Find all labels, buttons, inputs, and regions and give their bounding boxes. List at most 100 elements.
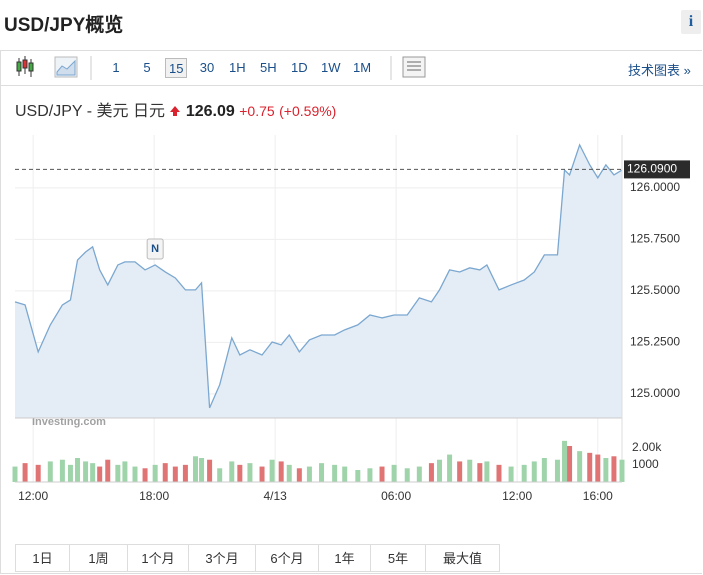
- period-button[interactable]: 3个月: [188, 544, 256, 572]
- interval-button[interactable]: 5: [143, 60, 151, 75]
- volume-bar: [436, 459, 442, 482]
- interval-button[interactable]: 1D: [291, 60, 308, 75]
- volume-bar: [259, 466, 265, 482]
- volume-bar: [182, 464, 188, 482]
- last-price: 126.09: [185, 103, 235, 120]
- x-tick-label: 12:00: [18, 489, 48, 503]
- candle-icon[interactable]: [16, 56, 34, 77]
- last-price-box: [624, 160, 690, 179]
- volume-bar: [603, 458, 609, 482]
- toolbar-icons: [16, 56, 426, 80]
- volume-tick-label: 1000: [632, 457, 659, 471]
- interval-button[interactable]: 1W: [321, 60, 341, 75]
- x-tick-label: 4/13: [263, 489, 287, 503]
- change-percent: (+0.59%): [279, 103, 337, 119]
- y-tick-label: 125.5000: [630, 283, 680, 297]
- volume-bar: [90, 463, 96, 482]
- period-button[interactable]: 1年: [318, 544, 371, 572]
- toolbar: [0, 50, 703, 86]
- volume-bar: [207, 459, 213, 482]
- volume-bar: [477, 463, 483, 482]
- period-button[interactable]: 1日: [15, 544, 70, 572]
- quote: USD/JPY - 美元 日元 126.09 +0.75 (+0.59%): [15, 97, 336, 121]
- volume-bar: [115, 464, 121, 482]
- volume-bar: [467, 459, 473, 482]
- up-arrow: [170, 106, 181, 116]
- price-line: [14, 143, 623, 409]
- chart-widget: [0, 50, 702, 574]
- volume-bar: [278, 461, 284, 482]
- tech-chart-link[interactable]: 技术图表 »: [628, 63, 691, 78]
- volume-bar: [508, 466, 514, 482]
- period-button[interactable]: 6个月: [255, 544, 319, 572]
- volume-bar: [521, 464, 527, 482]
- volume-bar: [12, 466, 18, 482]
- watermark: Investing.com: [32, 416, 106, 428]
- volume-bar: [269, 459, 275, 482]
- volume-tick-label: 2.00k: [632, 440, 662, 454]
- volume-bar: [319, 463, 325, 482]
- volume-bar: [286, 464, 292, 482]
- volume-bar: [567, 446, 573, 482]
- volume-bar: [496, 464, 502, 482]
- volume-bar: [428, 463, 434, 482]
- volume-bar: [172, 466, 178, 482]
- info-button[interactable]: i: [681, 10, 701, 34]
- volume-bar: [199, 458, 205, 482]
- interval-button[interactable]: 1H: [229, 60, 246, 75]
- interval-button[interactable]: 1: [112, 60, 120, 75]
- volume-bar: [229, 461, 235, 482]
- interval-button[interactable]: 30: [199, 60, 215, 75]
- y-tick-label: 125.7500: [630, 232, 680, 246]
- page-title: USD/JPY概览: [4, 15, 124, 36]
- last-price-label: 126.0900: [627, 162, 677, 176]
- volume-bar: [416, 466, 422, 482]
- volume-bar: [35, 464, 41, 482]
- x-tick-label: 12:00: [502, 489, 532, 503]
- volume-bar: [306, 466, 312, 482]
- volume-bar: [531, 461, 537, 482]
- volume-bar: [67, 464, 73, 482]
- volume-bar: [217, 468, 223, 482]
- volume-bar: [75, 458, 81, 482]
- y-tick-label: 125.2500: [630, 335, 680, 349]
- volume-bar: [342, 466, 348, 482]
- volume-bar: [332, 464, 338, 482]
- volume-bar: [404, 468, 410, 482]
- volume-bar: [484, 461, 490, 482]
- volume-bar: [379, 466, 385, 482]
- volume-bar: [105, 459, 111, 482]
- change: +0.75: [239, 103, 275, 119]
- chart: 12:00 18:00 4/13 06:00 12:00 16:00 125.0000 125…: [12, 135, 690, 503]
- volume-bar: [142, 468, 148, 482]
- volume-bar: [611, 456, 617, 482]
- period-button[interactable]: 1个月: [127, 544, 189, 572]
- volume-bar: [619, 459, 625, 482]
- volume-bar: [296, 468, 302, 482]
- volume-bar: [562, 440, 568, 482]
- volume-bar: [247, 463, 253, 482]
- volume-bar: [83, 461, 89, 482]
- y-tick-label: 126.0000: [630, 180, 680, 194]
- volume-bar: [355, 470, 361, 482]
- volume-bar: [192, 456, 198, 482]
- x-tick-label: 18:00: [139, 489, 169, 503]
- y-tick-label: 125.0000: [630, 386, 680, 400]
- volume-bar: [554, 459, 560, 482]
- interval-button[interactable]: 1M: [353, 60, 372, 75]
- interval-button[interactable]: 15: [165, 58, 188, 78]
- instrument-name: USD/JPY - 美元 日元: [15, 103, 165, 120]
- period-button[interactable]: 最大值: [425, 544, 500, 572]
- volume-bar: [367, 468, 373, 482]
- area-icon[interactable]: [54, 56, 78, 78]
- volume-bar: [59, 459, 65, 482]
- period-button[interactable]: 5年: [370, 544, 426, 572]
- annotation: N: [151, 243, 159, 255]
- interval-button[interactable]: 5H: [260, 60, 277, 75]
- period-button[interactable]: 1周: [69, 544, 128, 572]
- volume-bar: [237, 464, 243, 482]
- volume-bar: [595, 454, 601, 482]
- volume-bar: [447, 454, 453, 482]
- table-icon[interactable]: [402, 56, 426, 78]
- volume-bar: [132, 466, 138, 482]
